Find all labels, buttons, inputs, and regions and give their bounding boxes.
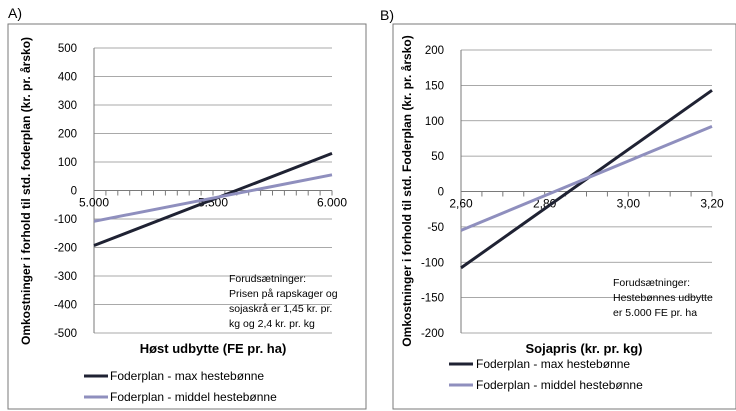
x-tick-label: 3,20 [700,197,724,211]
y-tick-label: -200 [54,243,77,255]
chart-frame [392,23,736,410]
legend-label: Foderplan - max hestebønne [476,357,630,371]
y-tick-label: -100 [421,257,444,269]
y-tick-label: -50 [427,222,444,234]
annotation-line: kg og 2,4 kr. pr. kg [229,318,315,330]
y-tick-label: 200 [58,129,77,141]
y-tick-label: 0 [438,187,444,199]
chart-panel-a: A) -500 -400 -300 -200 -100 0 100 200 300 400 500 5.… [7,5,367,410]
panel-label: A) [8,5,22,21]
legend-label: Foderplan - middel hestebønne [110,390,277,404]
annotation-line: Hestebønnes udbytte [613,292,713,304]
legend-label: Foderplan - middel hestebønne [476,378,643,392]
annotation-line: sojaskrå er 1,45 kr. pr. [229,303,332,315]
y-tick-label: 100 [58,157,77,169]
chart-panel-b: B) -200 -150 -100 -50 0 50 100 150 200 2,60 2,80 3,0… [380,7,736,410]
y-tick-label: 100 [425,116,444,128]
y-tick-label: -400 [54,300,77,312]
y-axis-title: Omkostninger i forhold til std. Foderpla… [400,35,414,346]
y-tick-label: -300 [54,271,77,283]
legend-label: Foderplan - max hestebønne [110,369,264,383]
panel-label: B) [380,7,394,23]
y-tick-label: 0 [71,186,77,198]
y-tick-label: -500 [54,328,77,340]
y-axis-title: Omkostninger i forhold til std. foderpla… [19,37,33,345]
chart-frame [7,23,367,410]
y-tick-label: -200 [421,328,444,340]
series-line [93,173,333,223]
y-tick-label: 300 [58,100,77,112]
x-tick-label: 5.000 [79,196,109,210]
y-tick-label: 400 [58,72,77,84]
y-tick-label: 500 [58,43,77,55]
x-tick-label: 3,00 [617,197,641,211]
annotation-line: Forudsætninger: [613,277,690,289]
annotation-line: Prisen på rapskager og [229,288,338,300]
y-tick-label: 50 [431,151,444,163]
annotation-line: Forudsætninger: [229,273,306,285]
y-tick-label: 150 [425,80,444,92]
series-line [460,125,713,232]
x-axis-title: Sojapris (kr. pr. kg) [525,341,642,356]
x-tick-label: 6.000 [317,196,347,210]
y-tick-label: 200 [425,45,444,57]
x-tick-label: 2,80 [533,197,557,211]
x-axis-title: Høst udbytte (FE pr. ha) [140,341,287,356]
y-tick-label: -100 [54,214,77,226]
annotation-line: er 5.000 FE pr. ha [613,307,697,319]
x-tick-label: 2,60 [449,197,473,211]
y-tick-label: -150 [421,293,444,305]
